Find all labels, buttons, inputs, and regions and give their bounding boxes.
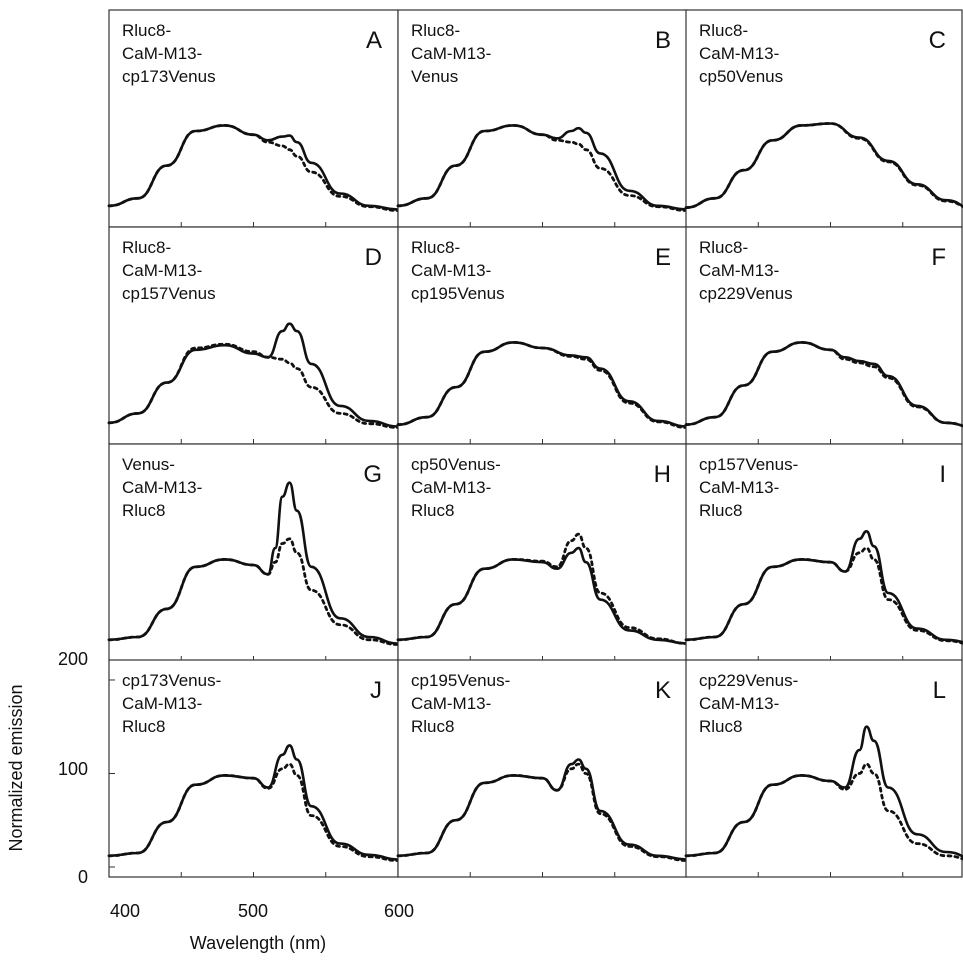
panel-letter: L <box>933 677 946 704</box>
construct-name-line: CaM-M13- <box>411 478 491 497</box>
panel-letter: I <box>939 461 946 488</box>
panel-letter: B <box>655 27 671 54</box>
construct-name-line: cp195Venus <box>411 284 505 303</box>
construct-name-line: CaM-M13- <box>699 44 779 63</box>
construct-name-line: cp173Venus <box>122 67 216 86</box>
construct-name-line: CaM-M13- <box>122 694 202 713</box>
construct-name-line: cp157Venus <box>122 284 216 303</box>
construct-name-line: CaM-M13- <box>411 261 491 280</box>
panel-frame <box>397 659 688 878</box>
panel-letter: F <box>931 244 946 271</box>
panel-g: G Venus- CaM-M13- Rluc8 <box>107 443 400 662</box>
construct-name-line: cp195Venus- <box>411 671 510 690</box>
panel-frame <box>685 9 963 228</box>
construct-name-line: CaM-M13- <box>411 44 491 63</box>
construct-name-line: CaM-M13- <box>699 694 779 713</box>
construct-name-line: Venus- <box>122 455 175 474</box>
panel-frame <box>397 443 688 662</box>
construct-name-line: Rluc8- <box>699 238 748 257</box>
construct-name-line: cp173Venus- <box>122 671 221 690</box>
construct-name-line: Rluc8 <box>122 717 165 736</box>
construct-name-line: cp50Venus- <box>411 455 501 474</box>
construct-name-line: cp50Venus <box>699 67 783 86</box>
x-tick-label-600: 600 <box>384 901 414 921</box>
series-line-dotted <box>684 546 963 645</box>
panel-frame <box>108 443 399 662</box>
series-line-dotted <box>396 532 689 645</box>
y-axis-label: Normalized emission <box>6 684 26 851</box>
construct-name-line: Rluc8- <box>411 238 460 257</box>
panel-frame <box>108 659 399 878</box>
panel-frame <box>685 659 963 878</box>
series-line-dotted <box>684 762 963 861</box>
construct-name-line: Rluc8- <box>699 21 748 40</box>
construct-name-line: Rluc8 <box>411 501 454 520</box>
panel-letter: G <box>363 461 382 488</box>
construct-name-line: Rluc8- <box>411 21 460 40</box>
construct-name-line: CaM-M13- <box>122 261 202 280</box>
panel-c: C Rluc8- CaM-M13- cp50Venus <box>684 9 963 228</box>
series-line-dotted <box>396 123 689 212</box>
panel-letter: K <box>655 677 671 704</box>
construct-name-line: CaM-M13- <box>122 44 202 63</box>
panel-letter: H <box>654 461 671 488</box>
construct-name-line: Rluc8 <box>122 501 165 520</box>
panel-frame <box>685 226 963 445</box>
series-line-dotted <box>107 762 400 862</box>
panel-b: B Rluc8- CaM-M13- Venus <box>396 9 689 228</box>
panel-d: D Rluc8- CaM-M13- cp157Venus <box>107 226 400 445</box>
series-line-dotted <box>107 342 400 429</box>
panel-grid: A Rluc8- CaM-M13- cp173Venus B Rluc8- CaM-M13-… <box>107 9 963 878</box>
panel-letter: J <box>370 677 382 704</box>
panel-letter: E <box>655 244 671 271</box>
construct-name-line: CaM-M13- <box>699 478 779 497</box>
construct-name-line: Rluc8 <box>699 717 742 736</box>
x-axis-label: Wavelength (nm) <box>190 933 326 953</box>
y-tick-label-200: 200 <box>58 649 88 669</box>
construct-name-line: CaM-M13- <box>122 478 202 497</box>
panel-f: F Rluc8- CaM-M13- cp229Venus <box>684 226 963 445</box>
y-tick-label-0: 0 <box>78 867 88 887</box>
construct-name-line: Rluc8 <box>699 501 742 520</box>
construct-name-line: Venus <box>411 67 458 86</box>
series-line-dotted <box>107 537 400 646</box>
panel-frame <box>685 443 963 662</box>
series-line-dotted <box>684 340 963 428</box>
series-line-dotted <box>396 762 689 862</box>
panel-e: E Rluc8- CaM-M13- cp195Venus <box>396 226 689 445</box>
construct-name-line: Rluc8 <box>411 717 454 736</box>
panel-frame <box>108 9 399 228</box>
construct-name-line: cp229Venus- <box>699 671 798 690</box>
construct-name-line: Rluc8- <box>122 238 171 257</box>
series-line-dotted <box>396 340 689 429</box>
construct-name-line: cp229Venus <box>699 284 793 303</box>
x-tick-label-500: 500 <box>238 901 268 921</box>
series-line-dotted <box>107 123 400 212</box>
panel-frame <box>397 9 688 228</box>
construct-name-line: CaM-M13- <box>699 261 779 280</box>
panel-letter: D <box>365 244 382 271</box>
panel-letter: A <box>366 27 382 54</box>
construct-name-line: CaM-M13- <box>411 694 491 713</box>
x-tick-label-400: 400 <box>110 901 140 921</box>
y-tick-label-100: 100 <box>58 759 88 779</box>
panel-a: A Rluc8- CaM-M13- cp173Venus <box>107 9 400 228</box>
construct-name-line: cp157Venus- <box>699 455 798 474</box>
construct-name-line: Rluc8- <box>122 21 171 40</box>
series-line-dotted <box>684 122 963 209</box>
panel-letter: C <box>929 27 946 54</box>
panel-frame <box>108 226 399 445</box>
